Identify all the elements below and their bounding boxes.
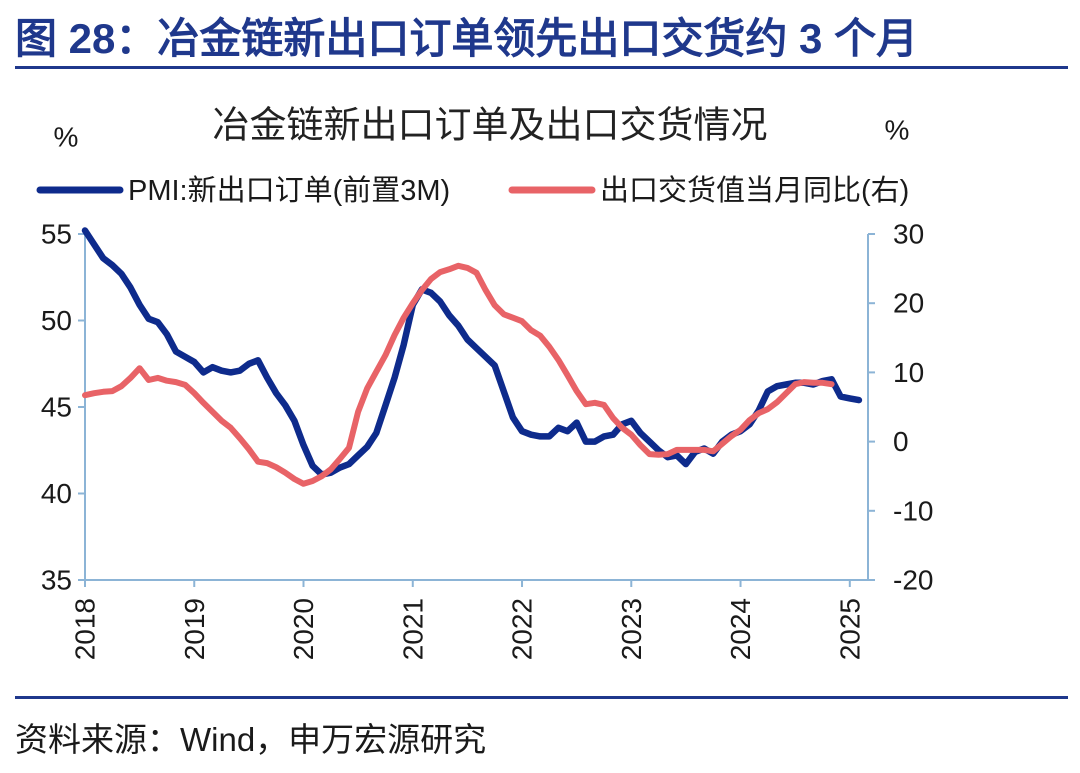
x-tick-label: 2023 bbox=[616, 598, 647, 660]
y-right-tick-label: 20 bbox=[893, 288, 924, 319]
y-right-tick-label: 0 bbox=[893, 426, 909, 457]
legend: PMI:新出口订单(前置3M) 出口交货值当月同比(右) bbox=[36, 174, 909, 207]
y-left-tick-label: 45 bbox=[41, 392, 72, 423]
x-tick-label: 2025 bbox=[834, 598, 865, 660]
x-tick-label: 2018 bbox=[70, 598, 101, 660]
x-tick-label: 2021 bbox=[397, 598, 428, 660]
y-left-tick-label: 50 bbox=[41, 305, 72, 336]
chart-title: 冶金链新出口订单及出口交货情况 bbox=[213, 105, 768, 146]
y-left-unit: % bbox=[54, 122, 79, 153]
legend-label-export-delivery: 出口交货值当月同比(右) bbox=[600, 174, 909, 207]
y-right-unit: % bbox=[885, 115, 910, 146]
y-right-tick-label: 10 bbox=[893, 357, 924, 388]
y-right-tick-label: 30 bbox=[893, 219, 924, 250]
source-rule bbox=[15, 696, 1068, 699]
y-left-tick-label: 40 bbox=[41, 478, 72, 509]
series-lines bbox=[81, 227, 863, 487]
y-right-tick-label: -20 bbox=[893, 565, 933, 596]
series-line-export-delivery-yoy bbox=[82, 262, 835, 487]
source-note: 资料来源：Wind，申万宏源研究 bbox=[15, 721, 487, 758]
figure-title: 图 28：冶金链新出口订单领先出口交货约 3 个月 bbox=[15, 15, 919, 62]
x-tick-label: 2019 bbox=[179, 598, 210, 660]
legend-label-pmi: PMI:新出口订单(前置3M) bbox=[128, 174, 450, 207]
chart: 冶金链新出口订单及出口交货情况 % % PMI:新出口订单(前置3M) 出口交货… bbox=[36, 105, 934, 661]
axis-ticks: 55 50 45 40 35 30 20 10 0 -10 -20 2018 2019 2020 2021 2… bbox=[41, 219, 934, 661]
x-tick-label: 2020 bbox=[288, 598, 319, 660]
title-rule bbox=[15, 66, 1068, 69]
plot-area: 55 50 45 40 35 30 20 10 0 -10 -20 2018 2019 2020 2021 2… bbox=[41, 219, 934, 661]
x-tick-label: 2022 bbox=[507, 598, 538, 660]
y-right-tick-label: -10 bbox=[893, 495, 933, 526]
y-left-tick-label: 55 bbox=[41, 219, 72, 250]
x-tick-label: 2024 bbox=[725, 598, 756, 660]
y-left-tick-label: 35 bbox=[41, 565, 72, 596]
